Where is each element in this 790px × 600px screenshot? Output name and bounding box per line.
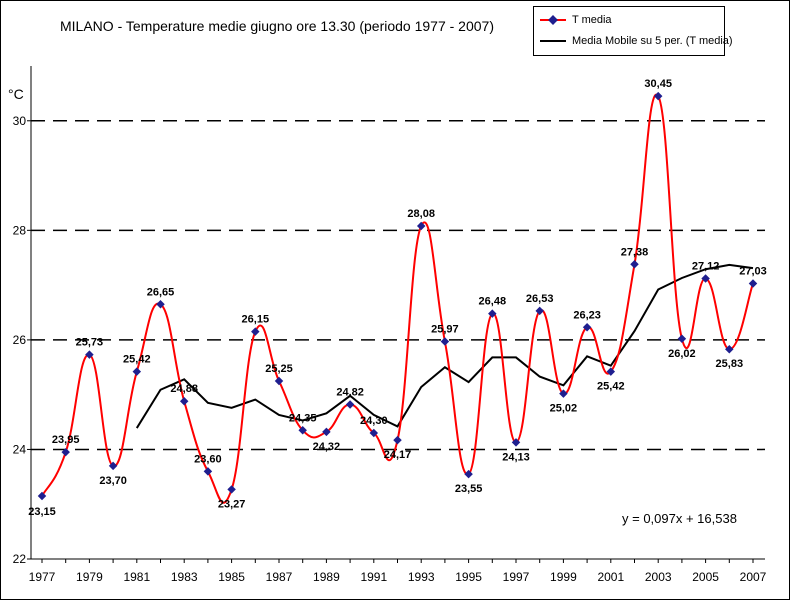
- data-label-2000: 26,23: [573, 309, 601, 321]
- marker-1992: [393, 435, 402, 445]
- marker-1999: [559, 389, 568, 398]
- marker-2001: [606, 367, 616, 376]
- t-media-markers: [37, 91, 758, 501]
- marker-2007: [748, 279, 758, 288]
- x-tick-label-2003: 2003: [645, 570, 672, 584]
- data-label-1980: 23,70: [99, 475, 127, 487]
- data-label-2001: 25,42: [597, 381, 625, 393]
- data-label-1996: 26,48: [479, 296, 507, 308]
- marker-2002: [630, 260, 639, 269]
- legend-label-moving-average: Media Mobile su 5 per. (T media): [572, 35, 733, 47]
- x-tick-label-2007: 2007: [740, 570, 767, 584]
- x-tick-label-2005: 2005: [692, 570, 719, 584]
- x-axis-ticks: 1977 1979 1981 1983 1985 1987 1989 1991 1993 1995…: [29, 559, 767, 584]
- moving-average-line: [135, 263, 754, 429]
- data-label-1982: 26,65: [147, 286, 175, 298]
- x-tick-label-1997: 1997: [503, 570, 530, 584]
- x-tick-label-1983: 1983: [171, 570, 198, 584]
- marker-1995: [464, 469, 473, 479]
- trend-equation: y = 0,097x + 16,538: [622, 511, 737, 526]
- data-label-2006: 25,83: [716, 358, 744, 370]
- chart-title: MILANO - Temperature medie giugno ore 13…: [60, 18, 494, 34]
- data-label-1981: 25,42: [123, 354, 151, 366]
- x-tick-label-1995: 1995: [455, 570, 482, 584]
- data-label-2004: 26,02: [668, 348, 696, 360]
- y-axis-label: °C: [8, 86, 24, 102]
- marker-1997: [511, 438, 521, 447]
- marker-1991: [369, 428, 379, 438]
- data-label-1999: 25,02: [550, 403, 578, 415]
- legend-label-t-media: T media: [572, 14, 612, 26]
- data-label-2002: 27,38: [621, 246, 649, 258]
- marker-1993: [416, 221, 426, 231]
- marker-1982: [156, 300, 165, 309]
- x-tick-label-1979: 1979: [76, 570, 103, 584]
- legend-item-moving-average: Media Mobile su 5 per. (T media): [540, 34, 733, 48]
- data-label-1998: 26,53: [526, 293, 554, 305]
- y-tick-label-24: 24: [13, 442, 27, 456]
- data-label-1997: 24,13: [502, 451, 530, 463]
- marker-2006: [725, 344, 734, 354]
- x-tick-label-2001: 2001: [597, 570, 624, 584]
- marker-2000: [582, 323, 592, 332]
- data-label-1988: 24,35: [289, 412, 317, 424]
- grid-lines: [31, 120, 765, 451]
- marker-1998: [535, 306, 544, 316]
- marker-1989: [322, 427, 331, 437]
- data-labels: 23,15 23,95 25,73 23,70 25,42 26,65 24,88 23,60…: [28, 78, 767, 518]
- y-tick-label-22: 22: [13, 552, 27, 566]
- data-label-1993: 28,08: [407, 208, 435, 220]
- marker-1985: [227, 485, 236, 494]
- data-label-2007: 27,03: [739, 265, 767, 277]
- data-label-1984: 23,60: [194, 453, 222, 465]
- x-tick-label-1987: 1987: [266, 570, 293, 584]
- data-label-1991: 24,30: [360, 415, 388, 427]
- marker-2004: [677, 334, 687, 344]
- x-tick-label-1993: 1993: [408, 570, 435, 584]
- data-label-2005: 27,12: [692, 261, 720, 273]
- x-tick-label-1991: 1991: [360, 570, 387, 584]
- legend-swatch-moving-average: [540, 35, 566, 47]
- marker-1983: [179, 396, 189, 406]
- legend-swatch-t-media: [540, 14, 566, 26]
- data-label-1978: 23,95: [52, 434, 80, 446]
- x-tick-label-1999: 1999: [550, 570, 577, 584]
- data-label-2003: 30,45: [644, 78, 672, 90]
- y-axis-ticks: 22 24 26 28 30: [13, 114, 31, 566]
- data-label-1987: 25,25: [265, 363, 293, 375]
- marker-1986: [251, 327, 260, 336]
- data-label-1985: 23,27: [218, 498, 246, 510]
- marker-1979: [85, 350, 94, 359]
- data-label-1979: 25,73: [76, 337, 104, 349]
- x-tick-label-1985: 1985: [218, 570, 245, 584]
- marker-1988: [298, 426, 307, 435]
- marker-1994: [440, 337, 450, 346]
- y-tick-label-30: 30: [13, 114, 27, 128]
- x-tick-label-1989: 1989: [313, 570, 340, 584]
- x-tick-label-1977: 1977: [29, 570, 56, 584]
- legend-item-t-media: T media: [540, 13, 612, 27]
- data-label-1989: 24,32: [313, 441, 341, 453]
- data-label-1992: 24,17: [384, 449, 412, 461]
- data-label-1983: 24,88: [170, 383, 198, 395]
- marker-1987: [274, 376, 284, 386]
- marker-1984: [203, 467, 213, 476]
- data-label-1994: 25,97: [431, 324, 459, 336]
- moving-average-series: [135, 263, 754, 429]
- legend: T media Media Mobile su 5 per. (T media): [533, 6, 733, 56]
- marker-1981: [132, 367, 142, 376]
- x-tick-label-1981: 1981: [123, 570, 150, 584]
- marker-1990: [345, 400, 355, 409]
- data-label-1990: 24,82: [336, 387, 364, 399]
- marker-1996: [488, 309, 497, 318]
- marker-2005: [701, 274, 710, 283]
- y-tick-label-28: 28: [13, 223, 27, 237]
- marker-1980: [108, 461, 118, 471]
- marker-1977: [37, 491, 47, 501]
- data-label-1995: 23,55: [455, 483, 483, 495]
- data-label-1977: 23,15: [28, 506, 56, 518]
- data-label-1986: 26,15: [242, 314, 270, 326]
- y-tick-label-26: 26: [13, 333, 27, 347]
